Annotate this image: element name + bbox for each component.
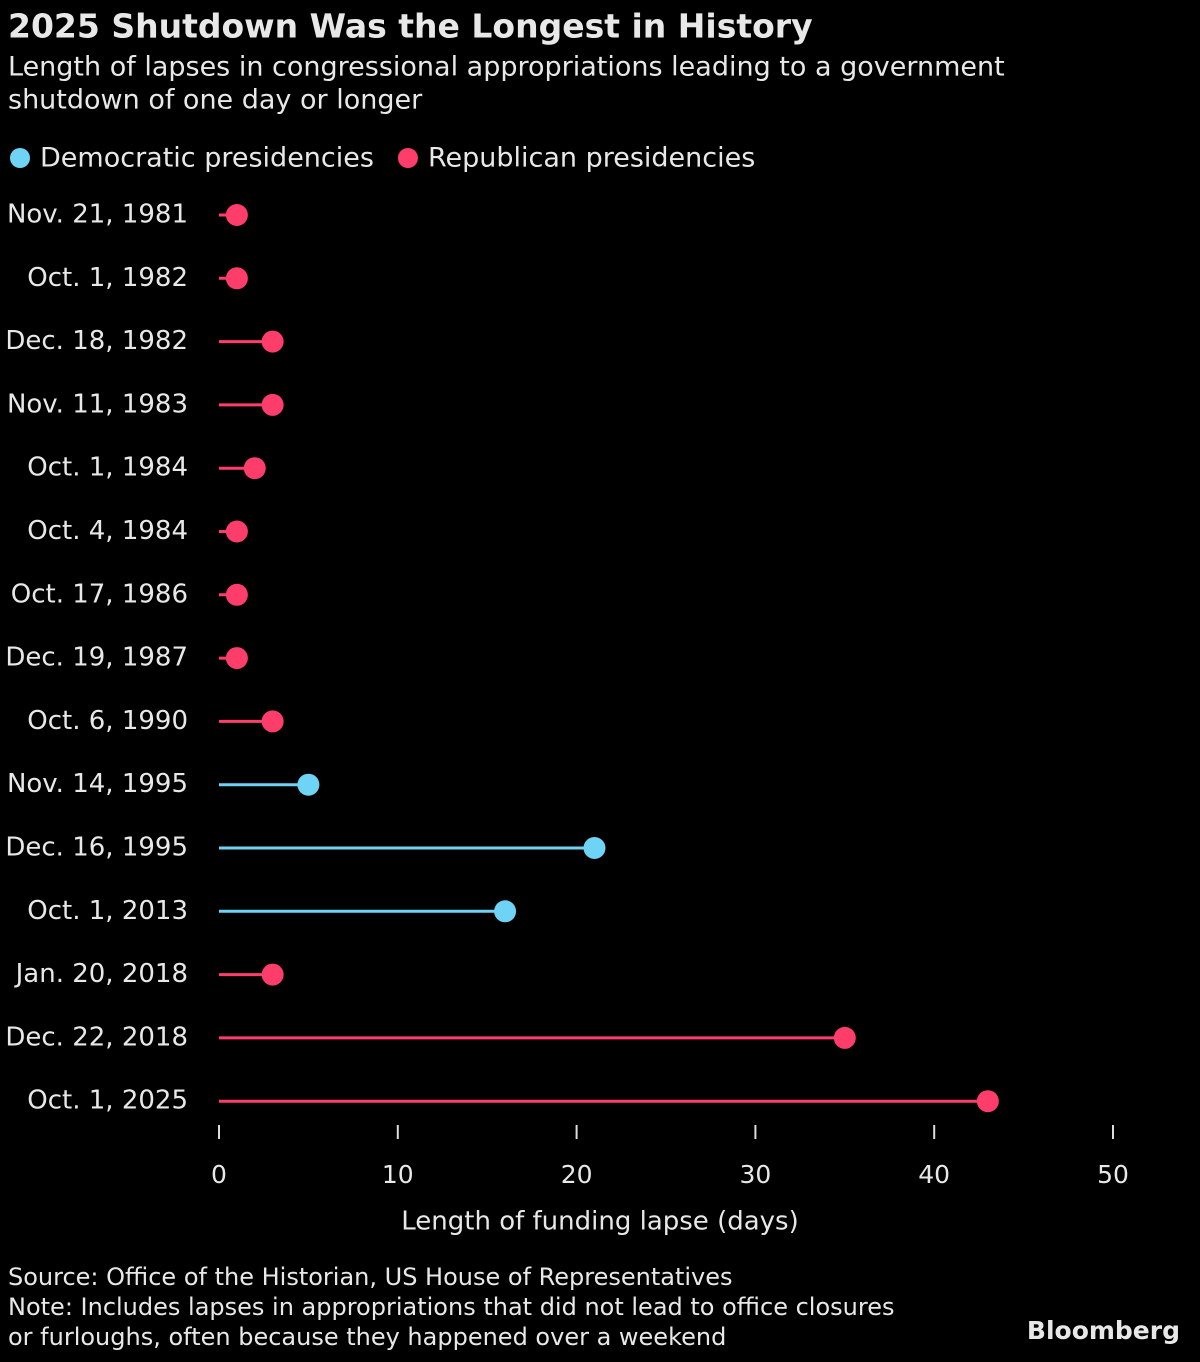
dot (261, 963, 284, 986)
y-tick-label: Dec. 22, 2018 (5, 1022, 188, 1052)
y-tick-label: Nov. 11, 1983 (7, 389, 188, 419)
brand: Bloomberg (1027, 1316, 1180, 1345)
dot (225, 204, 248, 226)
dot (243, 457, 266, 480)
dot (261, 393, 284, 416)
y-tick-label: Dec. 19, 1987 (5, 643, 188, 673)
x-tick-label: 20 (561, 1160, 593, 1189)
chart-title: 2025 Shutdown Was the Longest in History (8, 7, 813, 46)
dot (225, 647, 248, 670)
dot (833, 1026, 856, 1049)
y-tick-label: Oct. 1, 2013 (27, 896, 188, 926)
dot (225, 520, 248, 543)
y-tick-label: Oct. 1, 1982 (27, 263, 188, 293)
legend-label: Democratic presidencies (40, 143, 374, 174)
dot (297, 773, 320, 796)
y-tick-label: Oct. 17, 1986 (11, 579, 188, 609)
dot (583, 837, 606, 859)
dot (225, 267, 248, 290)
dot (976, 1090, 999, 1113)
x-tick-label: 30 (739, 1160, 771, 1189)
legend-marker (397, 148, 418, 168)
x-axis-title: Length of funding lapse (days) (401, 1207, 798, 1237)
y-tick-label: Oct. 1, 2025 (27, 1086, 188, 1116)
y-tick-label: Dec. 16, 1995 (5, 833, 188, 863)
dot (261, 710, 284, 733)
dot (225, 583, 248, 606)
x-tick-label: 40 (918, 1160, 950, 1189)
legend-marker (10, 148, 30, 168)
x-tick-label: 0 (211, 1160, 227, 1189)
y-tick-label: Nov. 21, 1981 (7, 200, 188, 230)
source: Source: Office of the Historian, US Hous… (8, 1263, 733, 1291)
x-tick-label: 50 (1097, 1160, 1129, 1189)
x-tick-label: 10 (382, 1160, 414, 1189)
note: or furloughs, often because they happene… (8, 1323, 726, 1351)
dot (261, 330, 284, 353)
legend-label: Republican presidencies (428, 143, 755, 174)
y-tick-label: Oct. 4, 1984 (27, 516, 188, 546)
y-tick-label: Jan. 20, 2018 (14, 959, 188, 989)
note: Note: Includes lapses in appropriations … (8, 1293, 894, 1321)
y-tick-label: Oct. 6, 1990 (27, 706, 188, 736)
dot (494, 900, 517, 923)
y-tick-label: Dec. 18, 1982 (5, 326, 188, 356)
subtitle: Length of lapses in congressional approp… (8, 52, 1005, 83)
subtitle: shutdown of one day or longer (8, 85, 423, 116)
y-tick-label: Oct. 1, 1984 (27, 453, 188, 483)
y-tick-label: Nov. 14, 1995 (7, 769, 188, 799)
